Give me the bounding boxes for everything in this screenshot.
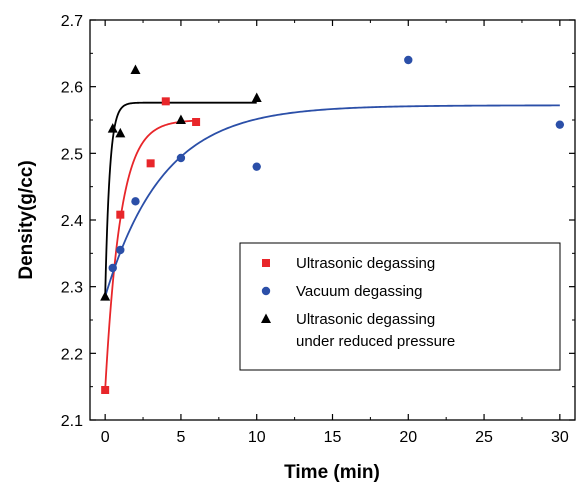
legend-marker-2 <box>261 313 271 323</box>
data-point-series-0 <box>192 118 201 126</box>
x-tick-label: 25 <box>475 429 493 446</box>
y-tick-label: 2.4 <box>61 213 83 230</box>
legend-label: Vacuum degassing <box>296 283 422 300</box>
x-tick-label: 10 <box>248 429 266 446</box>
x-tick-label: 0 <box>101 429 110 446</box>
data-point-series-2 <box>130 64 141 74</box>
data-point-series-2 <box>107 123 118 133</box>
data-point-series-0 <box>116 210 125 219</box>
data-point-series-1 <box>252 162 261 171</box>
y-tick-label: 2.1 <box>61 413 83 430</box>
legend-marker-0 <box>262 259 270 267</box>
x-tick-label: 15 <box>324 429 342 446</box>
legend-box <box>239 242 561 371</box>
data-point-series-1 <box>555 120 565 129</box>
legend-label: Ultrasonic degassing <box>296 255 435 272</box>
data-point-series-0 <box>101 386 110 394</box>
data-point-series-1 <box>108 263 117 273</box>
x-tick-label: 30 <box>551 429 569 446</box>
data-point-series-0 <box>146 159 155 168</box>
legend: Ultrasonic degassing Vacuum degassing Ultr… <box>239 242 561 371</box>
y-tick-label: 2.7 <box>61 13 83 30</box>
legend-label: under reduced pressure <box>296 333 455 350</box>
legend-marker-1 <box>261 286 271 296</box>
y-tick-label: 2.5 <box>61 146 83 163</box>
y-tick-label: 2.6 <box>61 80 83 97</box>
axis-ticks: 0 5 10 15 20 25 30 2.1 2.2 2.3 2.4 2.5 2.6 2.7 <box>61 13 575 446</box>
x-tick-label: 5 <box>176 429 185 446</box>
data-point-series-2 <box>115 127 126 138</box>
data-point-series-1 <box>131 197 140 206</box>
x-axis-title: Time (min) <box>284 462 380 483</box>
data-point-series-2 <box>100 291 111 301</box>
data-point-series-1 <box>116 245 125 255</box>
data-point-series-1 <box>176 153 186 163</box>
y-axis-title: Density(g/cc) <box>16 160 37 279</box>
y-tick-label: 2.3 <box>61 280 83 297</box>
legend-label: Ultrasonic degassing <box>296 311 435 328</box>
data-point-series-2 <box>175 114 186 124</box>
fit-curve-2 <box>104 101 257 297</box>
data-point-series-2 <box>251 92 262 102</box>
y-tick-label: 2.2 <box>61 346 83 363</box>
data-point-series-0 <box>161 97 170 106</box>
data-point-series-1 <box>404 55 413 65</box>
data-points <box>100 55 565 394</box>
x-tick-label: 20 <box>399 429 417 446</box>
